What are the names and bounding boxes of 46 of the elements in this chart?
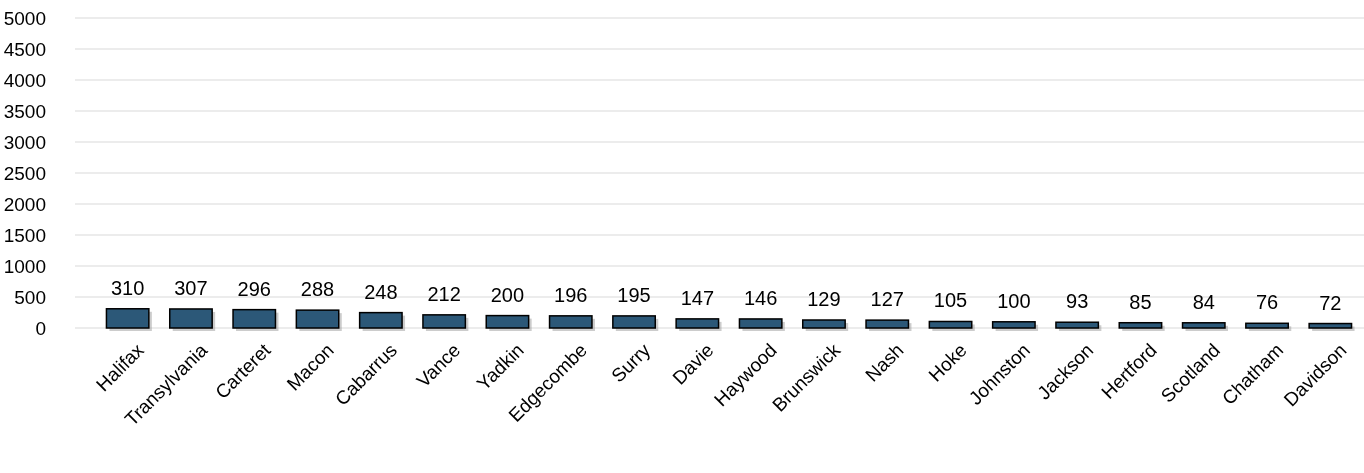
data-label: 100 xyxy=(997,289,1031,312)
bar xyxy=(1181,322,1226,329)
data-label: 146 xyxy=(743,286,778,309)
y-tick-label: 1500 xyxy=(3,224,46,246)
y-tick-label: 5000 xyxy=(3,7,46,29)
bar xyxy=(991,321,1036,329)
bar xyxy=(548,315,593,329)
data-label: 76 xyxy=(1255,291,1279,314)
data-label: 127 xyxy=(870,288,904,311)
bar xyxy=(485,314,530,329)
data-label: 93 xyxy=(1066,290,1089,313)
bar xyxy=(232,308,277,329)
data-label: 196 xyxy=(554,283,588,306)
y-tick-label: 4500 xyxy=(3,38,46,60)
data-label: 307 xyxy=(174,276,208,299)
bar xyxy=(358,311,403,329)
data-label: 195 xyxy=(617,283,651,306)
data-label: 200 xyxy=(490,283,525,306)
data-label: 72 xyxy=(1319,291,1342,314)
data-label: 248 xyxy=(364,280,398,303)
data-label: 84 xyxy=(1192,290,1215,313)
y-tick-label: 500 xyxy=(14,286,46,308)
y-tick-label: 3000 xyxy=(3,131,46,153)
bar xyxy=(1118,321,1163,329)
bar xyxy=(675,318,720,329)
data-label: 212 xyxy=(427,282,461,305)
y-tick-label: 1000 xyxy=(3,255,46,277)
y-tick-label: 2500 xyxy=(3,162,46,184)
data-label: 85 xyxy=(1129,290,1152,313)
bar xyxy=(928,320,973,329)
data-label: 310 xyxy=(110,276,145,299)
bar xyxy=(1055,321,1100,329)
y-tick-label: 0 xyxy=(35,317,46,339)
y-tick-label: 2000 xyxy=(3,193,46,215)
y-tick-label: 4000 xyxy=(3,69,46,91)
bar xyxy=(295,309,340,329)
bar xyxy=(1308,322,1353,329)
bar xyxy=(738,318,783,329)
bar xyxy=(865,319,910,329)
data-label: 129 xyxy=(807,288,841,310)
data-label: 288 xyxy=(300,278,335,301)
y-tick-label: 3500 xyxy=(3,100,46,122)
data-label: 147 xyxy=(680,286,715,309)
bar xyxy=(105,308,150,329)
data-label: 296 xyxy=(237,277,271,300)
data-label: 105 xyxy=(933,289,968,312)
